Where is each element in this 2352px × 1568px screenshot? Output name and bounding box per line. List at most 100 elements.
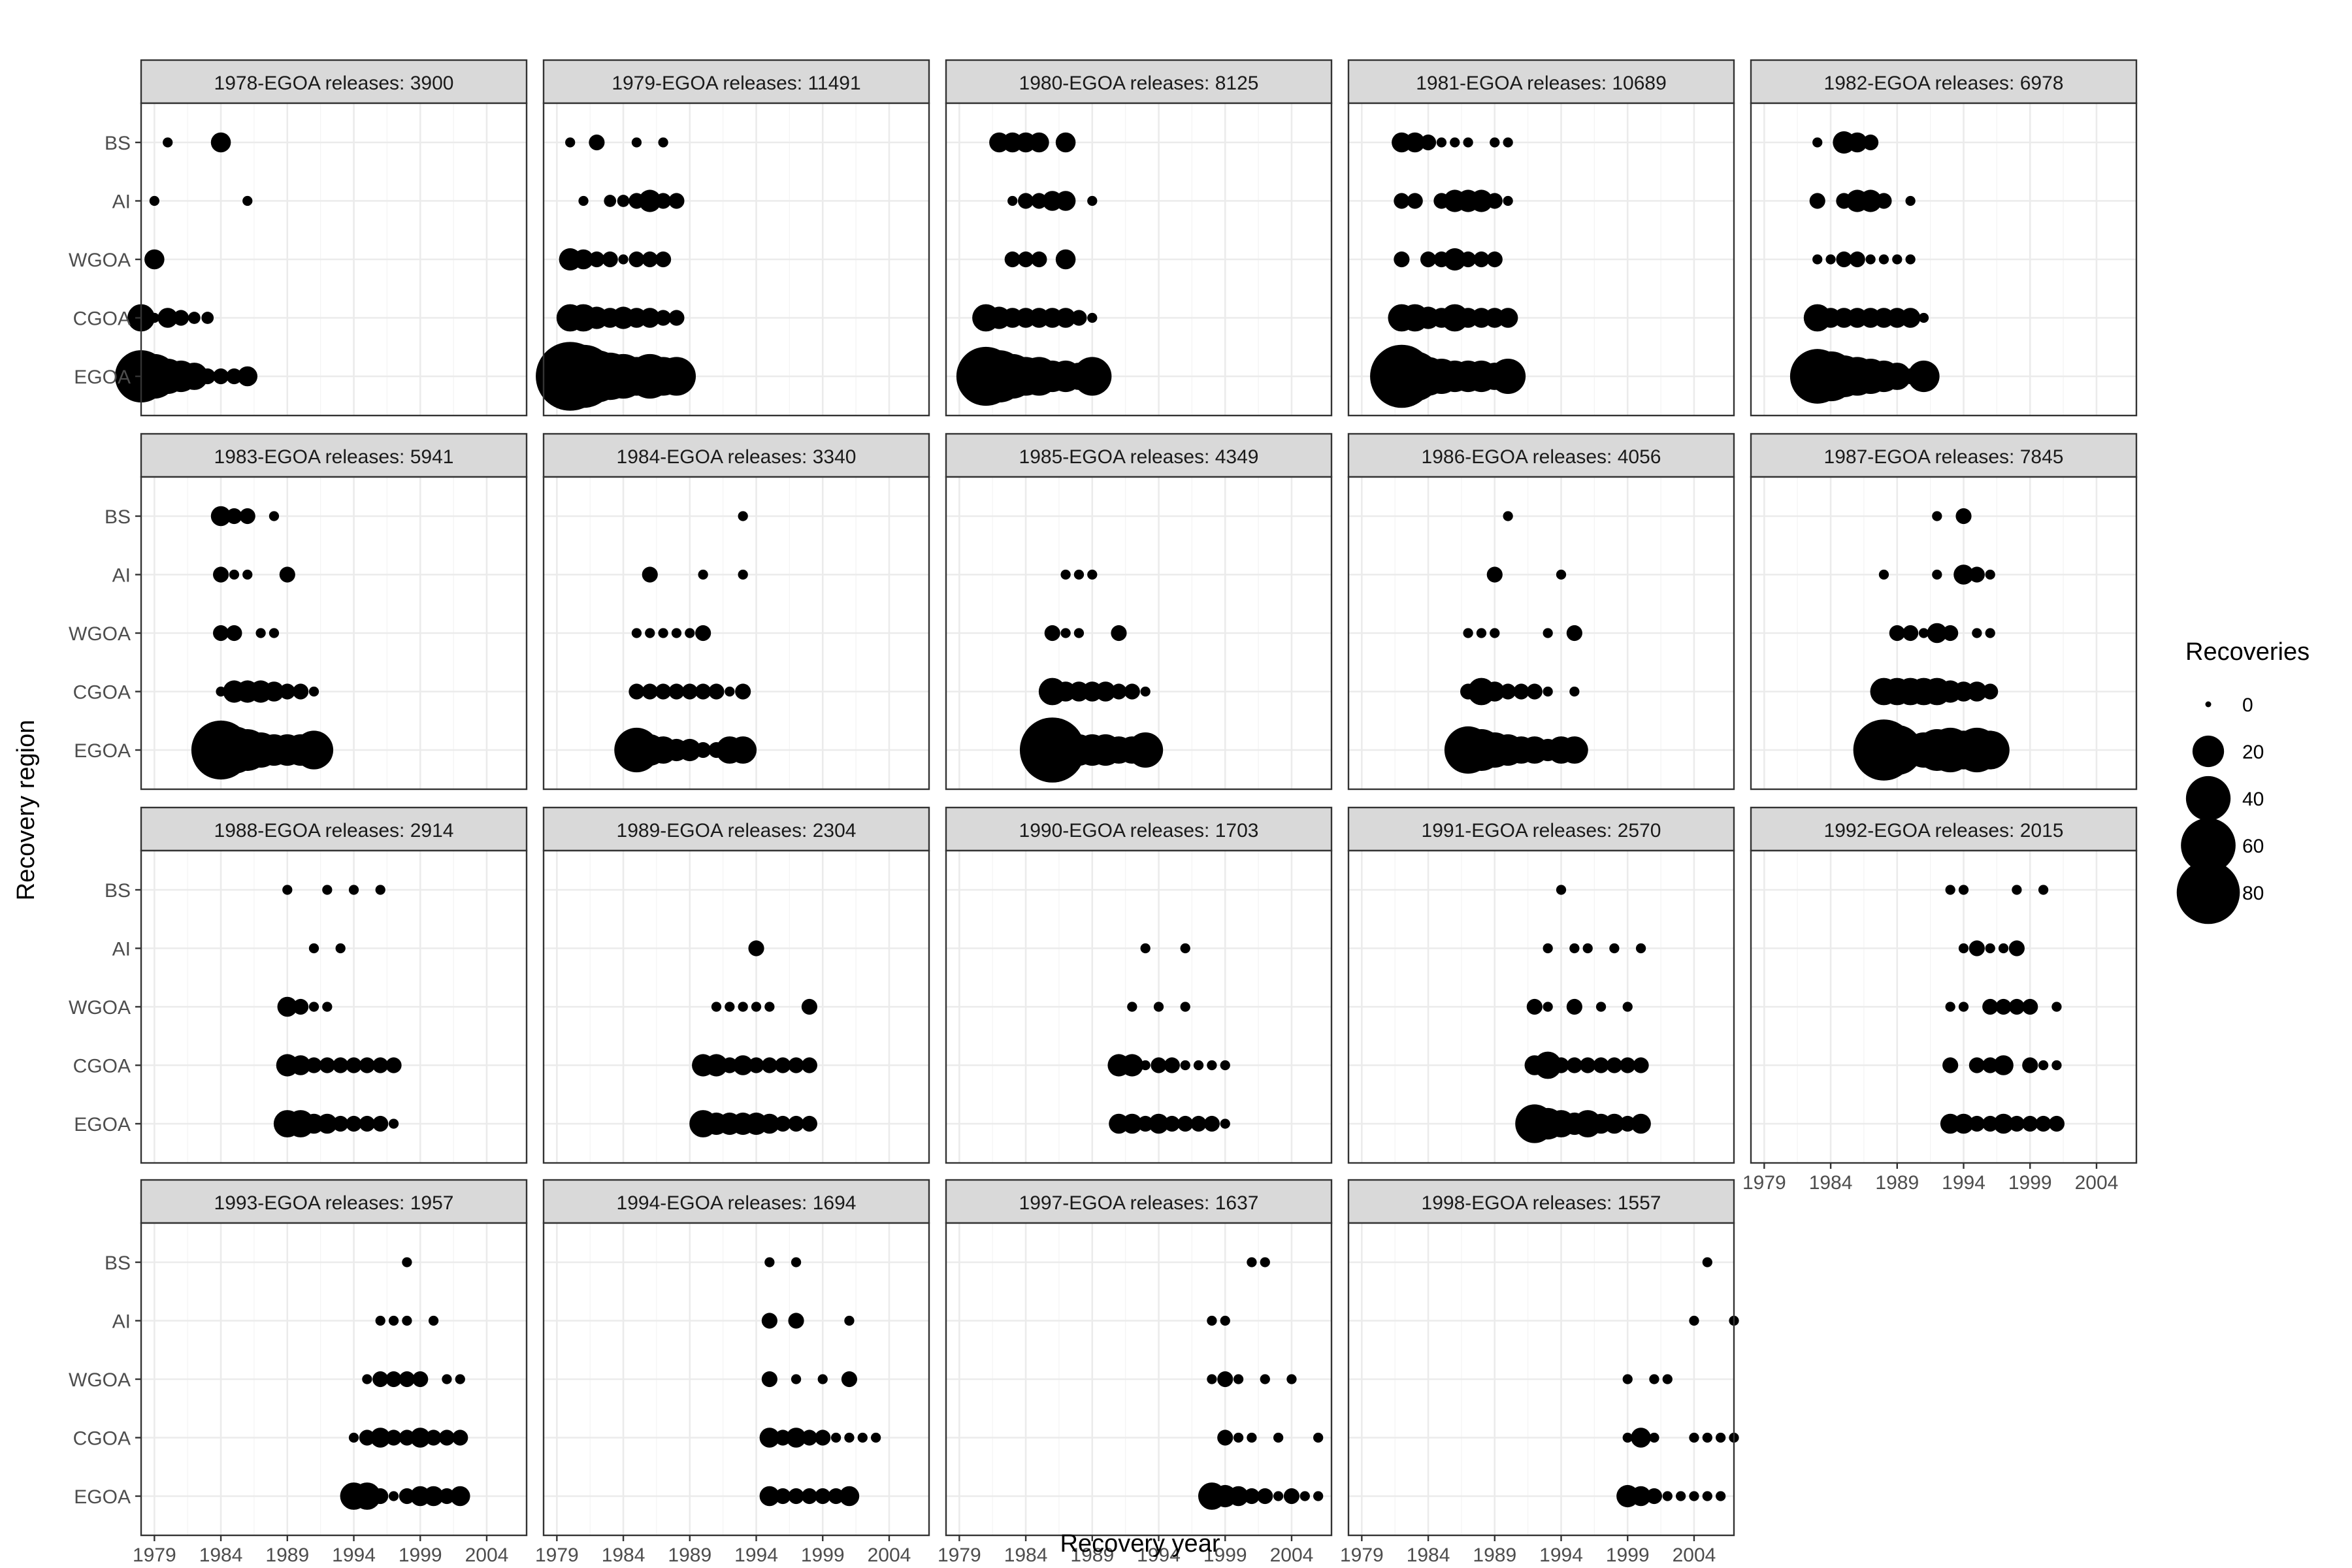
data-point	[1849, 251, 1865, 268]
data-point	[1889, 625, 1905, 642]
data-point	[791, 1374, 802, 1384]
data-point	[1582, 943, 1593, 954]
data-point	[1207, 1060, 1217, 1071]
data-point	[144, 249, 165, 270]
data-point	[1967, 681, 1987, 702]
x-tick-label: 1989	[1875, 1172, 1919, 1194]
facet-strip	[1750, 433, 2138, 478]
data-point	[1566, 1057, 1582, 1073]
data-point	[1543, 1002, 1553, 1012]
data-point	[1095, 681, 1116, 702]
data-point	[1273, 1491, 1284, 1501]
data-point	[1071, 310, 1087, 326]
data-point	[1526, 683, 1543, 700]
panel-border	[1347, 1222, 1735, 1537]
data-point	[1180, 943, 1190, 954]
data-point	[1942, 625, 1959, 642]
data-point	[264, 681, 284, 702]
data-point	[1087, 195, 1098, 206]
facet-panel: 1993-EGOA releases: 1957 EGOA CGOA WGOA AI BS…	[69, 1179, 528, 1566]
data-point	[1953, 1113, 1974, 1134]
facet-panels: 1978-EGOA releases: 3900 EGOA CGOA WGOA AI BS…	[69, 59, 2138, 1566]
data-point	[346, 1115, 362, 1132]
data-point	[1233, 1374, 1244, 1384]
legend-key-label: 80	[2242, 883, 2264, 904]
data-point	[2022, 1057, 2038, 1073]
data-point	[1878, 254, 1889, 265]
facet-panel: 1986-EGOA releases: 4056	[1347, 433, 1735, 791]
data-point	[242, 569, 253, 580]
panel-border	[542, 102, 930, 417]
data-point	[399, 1488, 415, 1505]
data-point	[1998, 943, 2009, 954]
facet-strip-title: 1980-EGOA releases: 8125	[1019, 73, 1259, 94]
data-point	[1450, 137, 1460, 148]
data-point	[1662, 1491, 1673, 1501]
data-point	[1689, 1432, 1699, 1443]
facet-panel: 1985-EGOA releases: 4349	[945, 433, 1333, 791]
data-point	[578, 195, 589, 206]
data-point	[385, 1429, 402, 1446]
data-point	[655, 683, 672, 700]
data-point	[761, 1313, 777, 1329]
y-tick-label: AI	[112, 1311, 131, 1333]
y-axis-title: Recovery region	[12, 720, 40, 901]
y-tick-label: BS	[105, 880, 131, 902]
data-point	[1905, 254, 1916, 265]
data-point	[658, 137, 668, 148]
data-point	[1993, 1113, 2014, 1134]
data-point	[372, 1057, 389, 1073]
facet-panel: 1989-EGOA releases: 2304	[542, 806, 930, 1164]
data-point	[163, 137, 173, 148]
data-point	[1124, 683, 1140, 700]
data-point	[844, 1315, 855, 1326]
x-tick-label: 1994	[1137, 1544, 1181, 1566]
panel-border	[1750, 849, 2138, 1164]
data-point	[180, 363, 208, 390]
facet-strip	[945, 1179, 1333, 1224]
data-point	[1044, 625, 1060, 642]
data-point	[359, 1429, 375, 1446]
data-point	[1220, 1315, 1230, 1326]
data-point	[1553, 1057, 1569, 1073]
data-point	[438, 1429, 455, 1446]
y-tick-label: CGOA	[73, 1056, 131, 1077]
data-point	[1908, 360, 1940, 393]
x-tick-label: 1984	[199, 1544, 243, 1566]
data-point	[1622, 1374, 1633, 1384]
data-point	[1609, 943, 1620, 954]
data-point	[1970, 730, 2010, 770]
data-point	[698, 569, 708, 580]
data-point	[1859, 189, 1882, 212]
data-point	[1812, 137, 1823, 148]
data-point	[1247, 1432, 1257, 1443]
y-tick-label: EGOA	[74, 367, 131, 388]
data-point	[388, 1119, 399, 1129]
facet-strip	[542, 1179, 930, 1224]
facet-strip	[945, 59, 1333, 105]
data-point	[1635, 943, 1646, 954]
x-tick-label: 1994	[734, 1544, 778, 1566]
data-point	[1958, 943, 1969, 954]
data-point	[589, 134, 605, 151]
x-tick-label: 1984	[602, 1544, 645, 1566]
data-point	[1460, 251, 1477, 268]
data-point	[199, 368, 216, 385]
x-tick-label: 1989	[1473, 1544, 1516, 1566]
facet-panel: 1988-EGOA releases: 2914 EGOA CGOA WGOA AI BS	[69, 806, 528, 1164]
facet-strip	[140, 59, 528, 105]
data-point	[830, 1432, 841, 1443]
data-point	[333, 1115, 349, 1132]
data-point	[764, 1002, 775, 1012]
data-point	[1662, 1374, 1673, 1384]
data-point	[1825, 254, 1836, 265]
data-point	[1473, 251, 1490, 268]
facet-panel: 1997-EGOA releases: 1637 1979 1984 1989 1994…	[938, 1179, 1333, 1566]
data-point	[1812, 254, 1823, 265]
data-point	[293, 998, 309, 1015]
data-point	[1968, 1057, 1985, 1073]
data-point	[589, 251, 605, 268]
data-point	[1982, 683, 1999, 700]
data-point	[2022, 998, 2038, 1015]
legend-key-circle	[2192, 735, 2225, 768]
